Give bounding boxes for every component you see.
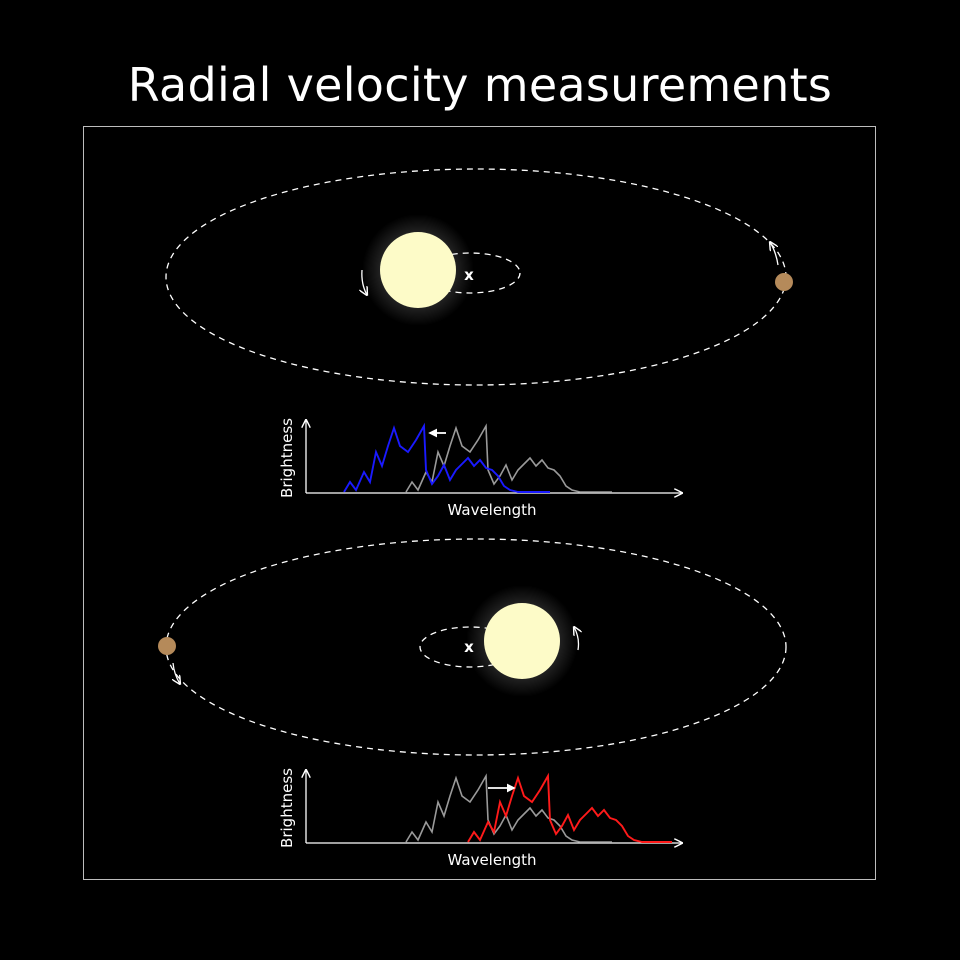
star-motion-arrow-icon: [574, 627, 579, 651]
x-axis-label: Wavelength: [448, 851, 537, 869]
star-motion-arrow-icon: [362, 269, 367, 295]
spectrum-chart: Brightness Wavelength: [278, 768, 682, 869]
shifted-spectrum: [467, 772, 672, 843]
panel-redshift: x Brightness Wavelength: [158, 538, 787, 869]
barycenter-marker: x: [464, 266, 474, 284]
shifted-spectrum: [343, 422, 550, 493]
y-axis-label: Brightness: [278, 418, 296, 498]
planet: [158, 637, 176, 655]
planet-motion-arrow-icon: [770, 242, 779, 266]
planet: [775, 273, 793, 291]
planet-motion-arrow-icon: [173, 662, 180, 684]
star: [484, 603, 560, 679]
y-axis-label: Brightness: [278, 768, 296, 848]
x-axis-label: Wavelength: [448, 501, 537, 519]
planet-orbit: [165, 168, 787, 386]
star: [380, 232, 456, 308]
barycenter-marker: x: [464, 638, 474, 656]
panel-blueshift: x Brightness Wavelength: [165, 168, 793, 519]
page-title: Radial velocity measurements: [127, 58, 833, 112]
spectrum-chart: Brightness Wavelength: [278, 418, 682, 519]
reference-spectrum: [405, 773, 612, 843]
diagram-frame: [83, 126, 876, 880]
reference-spectrum: [405, 423, 612, 493]
